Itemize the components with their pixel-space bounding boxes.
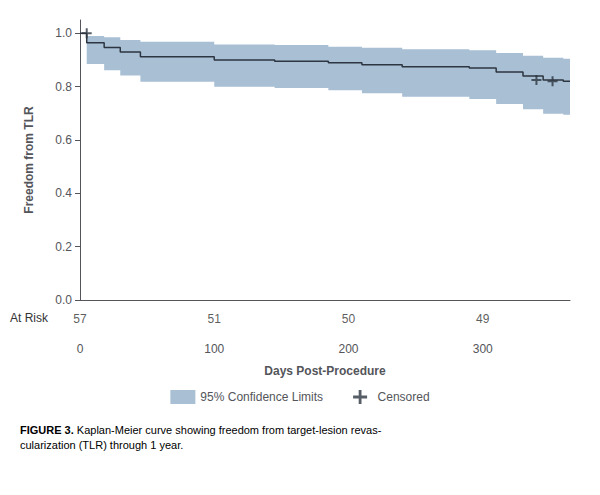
svg-text:95% Confidence Limits: 95% Confidence Limits	[200, 390, 323, 404]
svg-text:At Risk: At Risk	[10, 311, 49, 325]
svg-text:FIGURE 3.: FIGURE 3.	[20, 424, 74, 436]
svg-text:1.0: 1.0	[55, 26, 72, 40]
svg-text:0.6: 0.6	[55, 133, 72, 147]
svg-text:200: 200	[338, 342, 358, 356]
svg-text:0: 0	[77, 342, 84, 356]
svg-text:51: 51	[208, 312, 222, 326]
svg-text:49: 49	[476, 312, 490, 326]
svg-text:0.0: 0.0	[55, 293, 72, 307]
svg-text:0.8: 0.8	[55, 80, 72, 94]
svg-text:Censored: Censored	[378, 390, 430, 404]
svg-text:Days Post-Procedure: Days Post-Procedure	[264, 364, 386, 378]
svg-text:50: 50	[342, 312, 356, 326]
svg-text:Freedom from TLR: Freedom from TLR	[22, 106, 36, 214]
svg-text:cularization (TLR) through 1 y: cularization (TLR) through 1 year.	[20, 439, 183, 451]
svg-text:57: 57	[73, 312, 87, 326]
svg-text:300: 300	[473, 342, 493, 356]
svg-text:100: 100	[204, 342, 224, 356]
svg-text:Kaplan-Meier curve showing fre: Kaplan-Meier curve showing freedom from …	[74, 424, 382, 436]
svg-text:0.2: 0.2	[55, 240, 72, 254]
svg-text:0.4: 0.4	[55, 186, 72, 200]
